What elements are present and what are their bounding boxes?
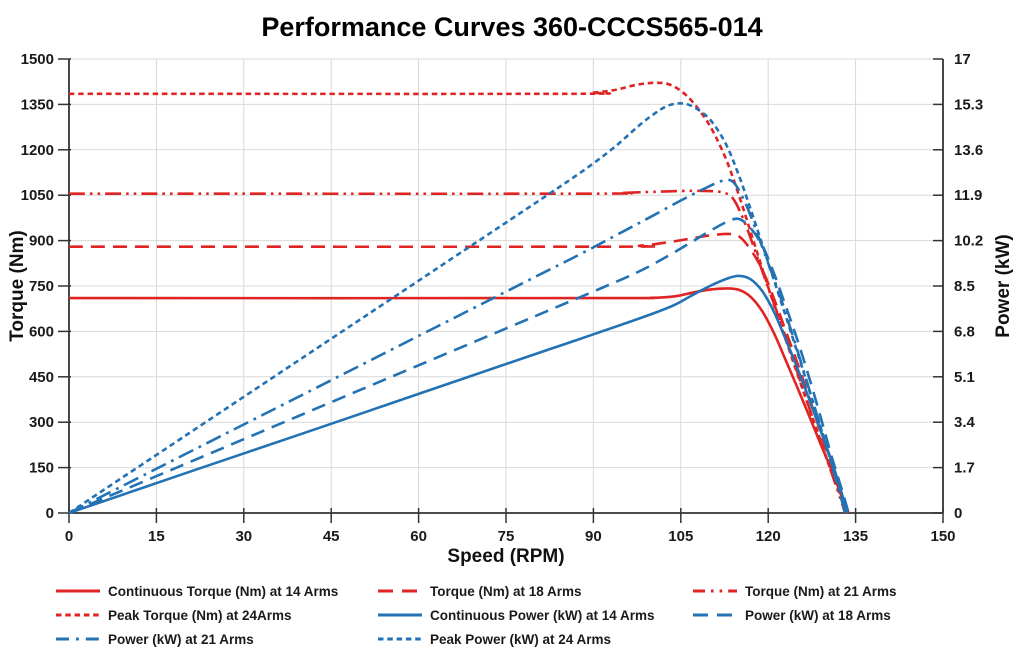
legend-line-sample: [56, 637, 100, 641]
series-power-kw-at-21-arms: [68, 178, 847, 515]
legend-item-label: Peak Torque (Nm) at 24Arms: [108, 607, 292, 623]
left-tick-label: 1200: [21, 142, 54, 159]
right-tick-label: 5.1: [954, 369, 975, 386]
legend-line-sample: [693, 589, 737, 593]
legend-item-power-kw-at-21-arms: Power (kW) at 21 Arms: [55, 627, 377, 651]
right-tick-label: 15.3: [954, 96, 983, 113]
series-continuous-power-kw-at-14-arms: [68, 274, 849, 515]
chart-title: Performance Curves 360-CCCS565-014: [261, 12, 763, 42]
legend-item-peak-torque-nm-at-24arms: Peak Torque (Nm) at 24Arms: [55, 603, 377, 627]
legend-line-sample: [378, 613, 422, 617]
gridlines: [69, 58, 943, 513]
legend-line-sample: [378, 637, 422, 641]
tick-labels: 0 15 30 45 60 75 90 105 120 135 150015030045060075…: [21, 51, 984, 545]
series-torque-nm-at-21-arms: [68, 189, 847, 514]
x-tick-label: 60: [410, 528, 427, 545]
legend-item-label: Power (kW) at 21 Arms: [108, 631, 254, 647]
legend-item-label: Continuous Power (kW) at 14 Arms: [430, 607, 655, 623]
x-tick-label: 45: [323, 528, 340, 545]
series-power-kw-at-18-arms: [68, 217, 850, 515]
left-tick-label: 300: [29, 414, 54, 431]
x-tick-label: 0: [65, 528, 73, 545]
legend-item-power-kw-at-18-arms: Power (kW) at 18 Arms: [692, 603, 897, 627]
left-tick-label: 600: [29, 323, 54, 340]
legend-item-label: Continuous Torque (Nm) at 14 Arms: [108, 583, 339, 599]
series-continuous-torque-nm-at-14-arms: [68, 287, 849, 514]
right-tick-label: 3.4: [954, 414, 976, 431]
x-tick-label: 105: [668, 528, 693, 545]
x-tick-label: 135: [843, 528, 868, 545]
series-peak-torque-nm-at-24arms: [68, 81, 848, 514]
series-torque-nm-at-18-arms: [68, 232, 850, 514]
x-tick-label: 30: [235, 528, 252, 545]
legend-item-peak-power-kw-at-24-arms: Peak Power (kW) at 24 Arms: [377, 627, 692, 651]
legend: Continuous Torque (Nm) at 14 Arms Torque …: [55, 579, 897, 651]
series-curves: [68, 81, 850, 515]
right-tick-label: 0: [954, 505, 962, 522]
right-tick-label: 17: [954, 51, 971, 68]
x-tick-label: 90: [585, 528, 602, 545]
right-axis-title: Power (kW): [993, 234, 1014, 338]
legend-item-continuous-torque-nm-at-14-arms: Continuous Torque (Nm) at 14 Arms: [55, 579, 377, 603]
x-tick-label: 150: [930, 528, 955, 545]
left-tick-label: 1050: [21, 187, 54, 204]
legend-item-label: Power (kW) at 18 Arms: [745, 607, 891, 623]
right-tick-label: 1.7: [954, 460, 975, 477]
right-tick-label: 8.5: [954, 278, 975, 295]
legend-line-sample: [378, 589, 422, 593]
left-tick-label: 750: [29, 278, 54, 295]
right-tick-label: 13.6: [954, 142, 983, 159]
right-tick-label: 6.8: [954, 323, 975, 340]
left-tick-label: 1500: [21, 51, 54, 68]
legend-item-torque-nm-at-18-arms: Torque (Nm) at 18 Arms: [377, 579, 692, 603]
legend-line-sample: [693, 613, 737, 617]
left-tick-label: 150: [29, 460, 54, 477]
left-axis-title: Torque (Nm): [7, 230, 28, 342]
left-tick-label: 900: [29, 233, 54, 250]
legend-item-label: Torque (Nm) at 21 Arms: [745, 583, 897, 599]
legend-item-label: Torque (Nm) at 18 Arms: [430, 583, 582, 599]
right-tick-label: 11.9: [954, 187, 982, 204]
legend-line-sample: [56, 613, 100, 617]
legend-line-sample: [56, 589, 100, 593]
x-tick-label: 15: [148, 528, 165, 545]
legend-item-torque-nm-at-21-arms: Torque (Nm) at 21 Arms: [692, 579, 897, 603]
x-tick-label: 75: [498, 528, 515, 545]
legend-item-continuous-power-kw-at-14-arms: Continuous Power (kW) at 14 Arms: [377, 603, 692, 627]
series-peak-power-kw-at-24-arms: [68, 102, 848, 515]
x-tick-label: 120: [756, 528, 781, 545]
left-tick-label: 450: [29, 369, 54, 386]
x-axis-title: Speed (RPM): [447, 546, 565, 567]
right-tick-label: 10.2: [954, 233, 983, 250]
legend-item-label: Peak Power (kW) at 24 Arms: [430, 631, 612, 647]
left-tick-label: 1350: [21, 96, 54, 113]
left-tick-label: 0: [46, 505, 54, 522]
